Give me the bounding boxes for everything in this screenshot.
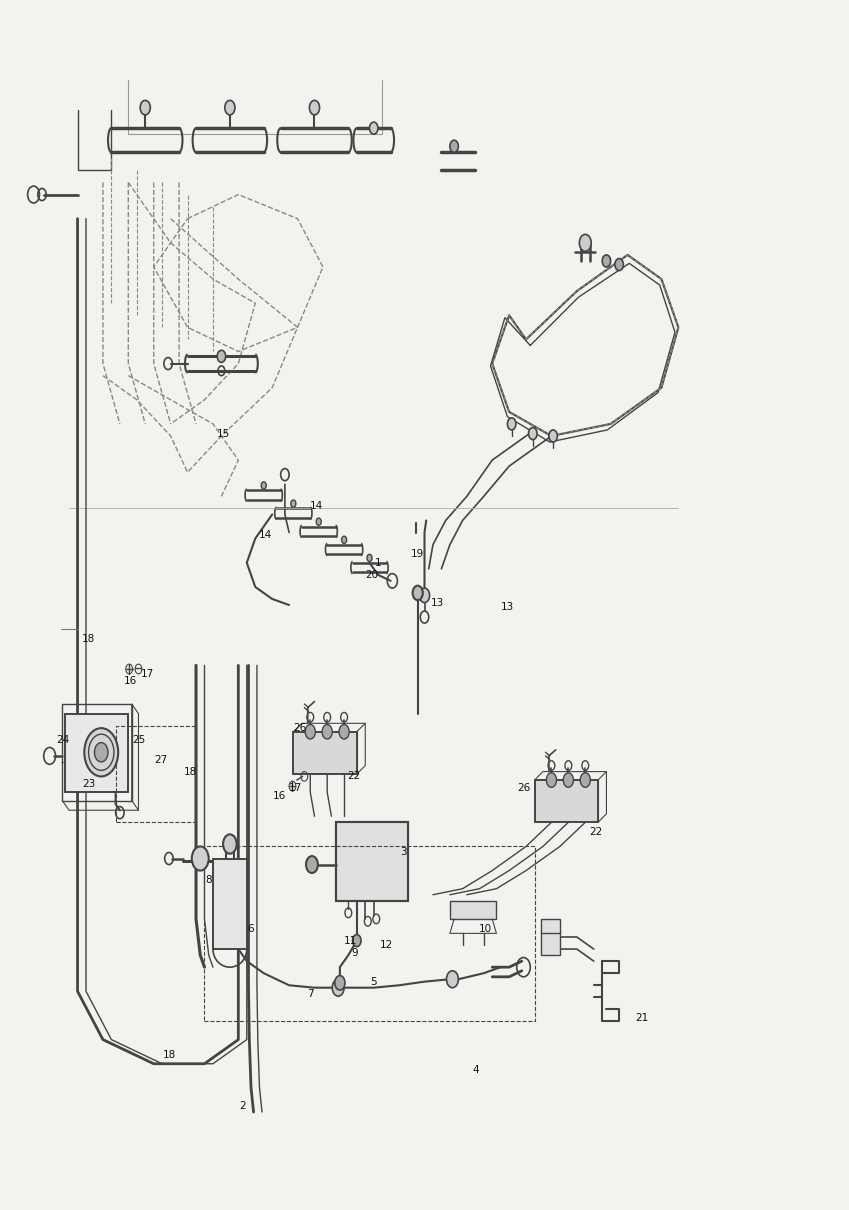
Text: 24: 24	[57, 736, 70, 745]
Circle shape	[140, 100, 150, 115]
Circle shape	[615, 259, 623, 271]
Bar	[213, 859, 247, 949]
Text: 16: 16	[124, 676, 138, 686]
Bar	[294, 732, 357, 774]
Circle shape	[316, 518, 321, 525]
Text: 18: 18	[82, 634, 95, 644]
Text: 16: 16	[273, 791, 285, 801]
Circle shape	[549, 430, 557, 442]
Text: 22: 22	[347, 772, 361, 782]
Bar	[450, 900, 497, 918]
Circle shape	[579, 235, 591, 252]
Text: 14: 14	[310, 501, 323, 511]
Circle shape	[602, 255, 610, 267]
Bar	[542, 918, 559, 933]
Text: 18: 18	[162, 1050, 176, 1060]
Bar	[115, 726, 196, 823]
Text: 3: 3	[400, 847, 407, 858]
Text: 13: 13	[501, 603, 514, 612]
Text: 1: 1	[374, 558, 381, 567]
Text: 4: 4	[472, 1065, 479, 1074]
Circle shape	[332, 979, 344, 996]
Bar	[65, 714, 128, 793]
Text: 11: 11	[344, 935, 357, 945]
Text: 8: 8	[205, 875, 212, 886]
Circle shape	[291, 500, 295, 507]
Circle shape	[508, 417, 516, 430]
Circle shape	[369, 122, 378, 134]
Circle shape	[447, 970, 458, 987]
Bar	[335, 823, 408, 900]
Text: 6: 6	[248, 923, 255, 934]
Bar	[542, 930, 559, 955]
Circle shape	[352, 934, 361, 946]
Circle shape	[339, 725, 349, 739]
Text: 18: 18	[183, 767, 197, 777]
Text: 19: 19	[411, 549, 424, 559]
Text: 27: 27	[154, 755, 167, 765]
Circle shape	[217, 350, 226, 362]
Circle shape	[261, 482, 267, 489]
Circle shape	[94, 743, 108, 762]
Bar	[535, 780, 598, 823]
Text: 14: 14	[259, 530, 272, 540]
Circle shape	[306, 857, 318, 872]
Bar	[335, 823, 408, 900]
Text: 10: 10	[479, 923, 492, 934]
Text: 21: 21	[635, 1013, 649, 1022]
Circle shape	[341, 536, 346, 543]
Text: 23: 23	[82, 779, 95, 789]
Circle shape	[450, 140, 458, 152]
Circle shape	[547, 773, 556, 788]
Circle shape	[322, 725, 332, 739]
Text: 2: 2	[239, 1101, 246, 1111]
Circle shape	[580, 773, 590, 788]
Text: 22: 22	[589, 826, 602, 837]
Circle shape	[413, 586, 423, 600]
Text: 13: 13	[430, 598, 444, 607]
Text: 5: 5	[370, 976, 377, 986]
Text: 7: 7	[307, 989, 313, 998]
Text: 26: 26	[294, 724, 306, 733]
Text: 12: 12	[380, 940, 393, 950]
Bar	[535, 780, 598, 823]
Circle shape	[419, 588, 430, 603]
Text: 17: 17	[289, 784, 301, 794]
Bar	[62, 704, 132, 801]
Text: 9: 9	[351, 947, 358, 957]
Circle shape	[309, 100, 319, 115]
Circle shape	[529, 427, 537, 439]
Circle shape	[84, 728, 118, 777]
Text: 15: 15	[216, 428, 230, 438]
Text: 20: 20	[365, 570, 379, 580]
Circle shape	[335, 975, 345, 990]
Circle shape	[367, 554, 372, 561]
Bar	[205, 847, 535, 1021]
Circle shape	[223, 835, 237, 854]
Bar	[65, 714, 128, 793]
Circle shape	[563, 773, 573, 788]
Circle shape	[305, 725, 315, 739]
Text: 17: 17	[141, 669, 155, 679]
Circle shape	[192, 847, 209, 870]
Bar	[213, 859, 247, 949]
Bar	[294, 732, 357, 774]
Circle shape	[225, 100, 235, 115]
Text: 26: 26	[518, 784, 531, 794]
Text: 25: 25	[132, 736, 146, 745]
